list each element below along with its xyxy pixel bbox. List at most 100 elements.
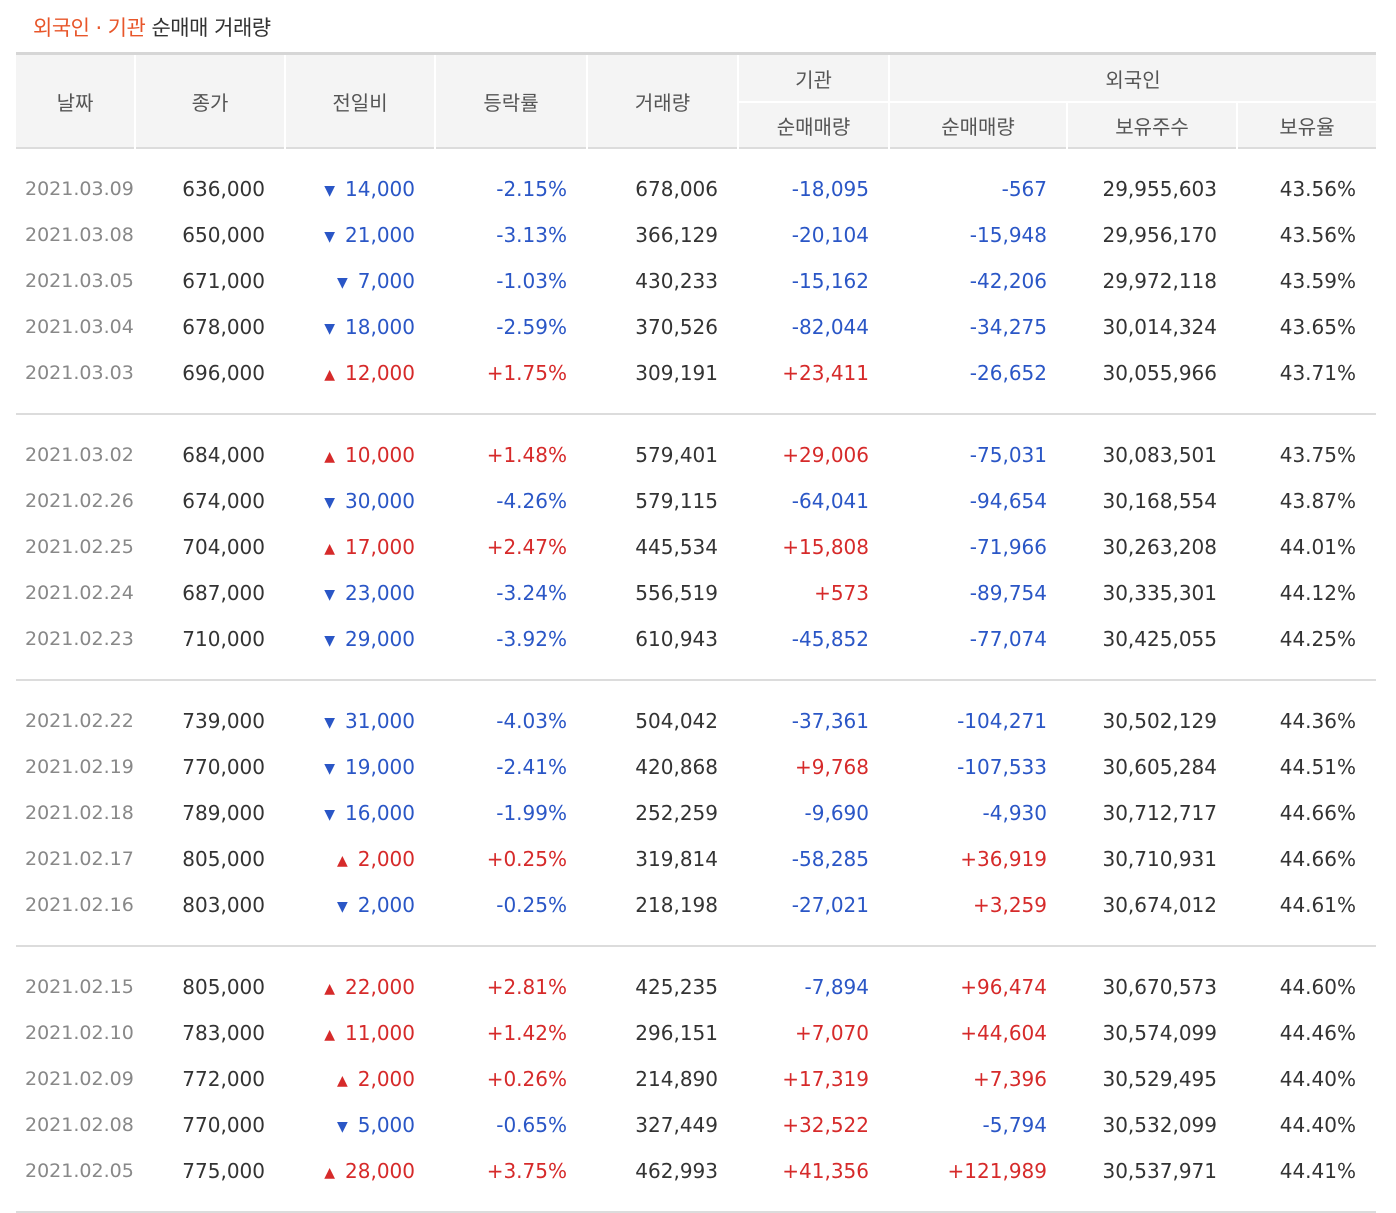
change-value: 14,000	[345, 177, 415, 201]
cell-volume: 610,943	[635, 627, 718, 651]
cell-foreigner-shares: 30,574,099	[1102, 1021, 1217, 1045]
cell-institution-net: +573	[814, 581, 869, 605]
change-value: 22,000	[345, 975, 415, 999]
cell-foreigner-ratio: 44.61%	[1279, 893, 1356, 917]
cell-volume: 430,233	[635, 269, 718, 293]
cell-foreigner-net: +3,259	[972, 893, 1047, 917]
cell-change: ▼ 2,000	[285, 882, 435, 928]
cell-date: 2021.02.25	[25, 536, 134, 558]
up-triangle-icon: ▲	[324, 1027, 336, 1043]
cell-foreigner-net: +96,474	[960, 975, 1047, 999]
group-spacer	[16, 947, 1376, 964]
cell-rate: +1.42%	[486, 1021, 567, 1045]
cell-foreigner-ratio: 44.40%	[1279, 1067, 1356, 1091]
cell-foreigner-ratio: 43.71%	[1279, 361, 1356, 385]
cell-foreigner-net: -26,652	[969, 361, 1047, 385]
cell-foreigner-shares: 30,425,055	[1102, 627, 1217, 651]
table-row: 2021.02.23 710,000 ▼ 29,000 -3.92% 610,943 -45…	[16, 616, 1376, 662]
group-spacer	[16, 1194, 1376, 1212]
cell-foreigner-ratio: 43.87%	[1279, 489, 1356, 513]
down-triangle-icon: ▼	[324, 715, 336, 731]
cell-foreigner-net: -77,074	[969, 627, 1047, 651]
change-value: 28,000	[345, 1159, 415, 1183]
change-value: 23,000	[345, 581, 415, 605]
table-row: 2021.02.24 687,000 ▼ 23,000 -3.24% 556,519 +57…	[16, 570, 1376, 616]
cell-close: 805,000	[182, 975, 265, 999]
cell-volume: 678,006	[635, 177, 718, 201]
down-triangle-icon: ▼	[324, 183, 336, 199]
cell-institution-net: +17,319	[782, 1067, 869, 1091]
table-body: 2021.03.09 636,000 ▼ 14,000 -2.15% 678,006 -18…	[16, 147, 1376, 1213]
cell-date: 2021.02.16	[25, 894, 134, 916]
cell-date: 2021.03.04	[25, 316, 134, 338]
cell-institution-net: +32,522	[782, 1113, 869, 1137]
cell-close: 674,000	[182, 489, 265, 513]
cell-close: 803,000	[182, 893, 265, 917]
table-row: 2021.02.19 770,000 ▼ 19,000 -2.41% 420,868 +9,…	[16, 744, 1376, 790]
cell-foreigner-net: +36,919	[960, 847, 1047, 871]
cell-change: ▼ 30,000	[285, 478, 435, 524]
cell-date: 2021.03.03	[25, 362, 134, 384]
up-triangle-icon: ▲	[336, 1073, 348, 1089]
cell-date: 2021.02.10	[25, 1022, 134, 1044]
cell-change: ▲ 11,000	[285, 1010, 435, 1056]
cell-foreigner-ratio: 43.75%	[1279, 443, 1356, 467]
cell-foreigner-ratio: 44.66%	[1279, 847, 1356, 871]
table-row: 2021.02.16 803,000 ▼ 2,000 -0.25% 218,198 -27,…	[16, 882, 1376, 928]
cell-close: 704,000	[182, 535, 265, 559]
cell-foreigner-ratio: 43.59%	[1279, 269, 1356, 293]
cell-institution-net: -18,095	[791, 177, 869, 201]
title-separator: ·	[95, 16, 102, 40]
cell-date: 2021.02.15	[25, 976, 134, 998]
cell-close: 783,000	[182, 1021, 265, 1045]
table-row: 2021.02.25 704,000 ▲ 17,000 +2.47% 445,534 +15…	[16, 524, 1376, 570]
cell-institution-net: +9,768	[794, 755, 869, 779]
table-row: 2021.02.05 775,000 ▲ 28,000 +3.75% 462,993 +41…	[16, 1148, 1376, 1194]
cell-close: 696,000	[182, 361, 265, 385]
header-volume: 거래량	[586, 53, 738, 148]
cell-rate: +1.75%	[486, 361, 567, 385]
cell-date: 2021.02.18	[25, 802, 134, 824]
header-rate: 등락률	[434, 53, 587, 148]
change-value: 2,000	[357, 847, 415, 871]
cell-change: ▲ 22,000	[285, 964, 435, 1010]
cell-date: 2021.03.02	[25, 444, 134, 466]
cell-change: ▼ 14,000	[285, 166, 435, 212]
header-institution-group: 기관	[737, 53, 889, 102]
cell-volume: 556,519	[635, 581, 718, 605]
cell-close: 710,000	[182, 627, 265, 651]
up-triangle-icon: ▲	[324, 449, 336, 465]
cell-date: 2021.02.08	[25, 1114, 134, 1136]
table-row: 2021.03.09 636,000 ▼ 14,000 -2.15% 678,006 -18…	[16, 166, 1376, 212]
cell-rate: -0.65%	[496, 1113, 567, 1137]
cell-rate: +2.47%	[486, 535, 567, 559]
header-foreigner-net: 순매매량	[888, 101, 1067, 148]
cell-change: ▲ 28,000	[285, 1148, 435, 1194]
cell-change: ▲ 2,000	[285, 1056, 435, 1102]
cell-foreigner-shares: 30,712,717	[1102, 801, 1217, 825]
cell-foreigner-ratio: 44.60%	[1279, 975, 1356, 999]
cell-rate: -0.25%	[496, 893, 567, 917]
change-value: 10,000	[345, 443, 415, 467]
cell-change: ▼ 31,000	[285, 698, 435, 744]
table-row: 2021.02.26 674,000 ▼ 30,000 -4.26% 579,115 -64…	[16, 478, 1376, 524]
cell-foreigner-shares: 30,502,129	[1102, 709, 1217, 733]
change-value: 7,000	[357, 269, 415, 293]
down-triangle-icon: ▼	[324, 229, 336, 245]
cell-date: 2021.02.23	[25, 628, 134, 650]
cell-institution-net: -15,162	[791, 269, 869, 293]
cell-rate: -2.59%	[496, 315, 567, 339]
change-value: 11,000	[345, 1021, 415, 1045]
table-row: 2021.02.08 770,000 ▼ 5,000 -0.65% 327,449 +32,…	[16, 1102, 1376, 1148]
cell-volume: 366,129	[635, 223, 718, 247]
cell-foreigner-shares: 30,055,966	[1102, 361, 1217, 385]
cell-change: ▲ 12,000	[285, 350, 435, 396]
change-value: 2,000	[357, 893, 415, 917]
down-triangle-icon: ▼	[324, 807, 336, 823]
cell-volume: 370,526	[635, 315, 718, 339]
cell-foreigner-net: -89,754	[969, 581, 1047, 605]
cell-date: 2021.02.17	[25, 848, 134, 870]
cell-foreigner-shares: 29,955,603	[1102, 177, 1217, 201]
up-triangle-icon: ▲	[324, 541, 336, 557]
cell-change: ▼ 5,000	[285, 1102, 435, 1148]
